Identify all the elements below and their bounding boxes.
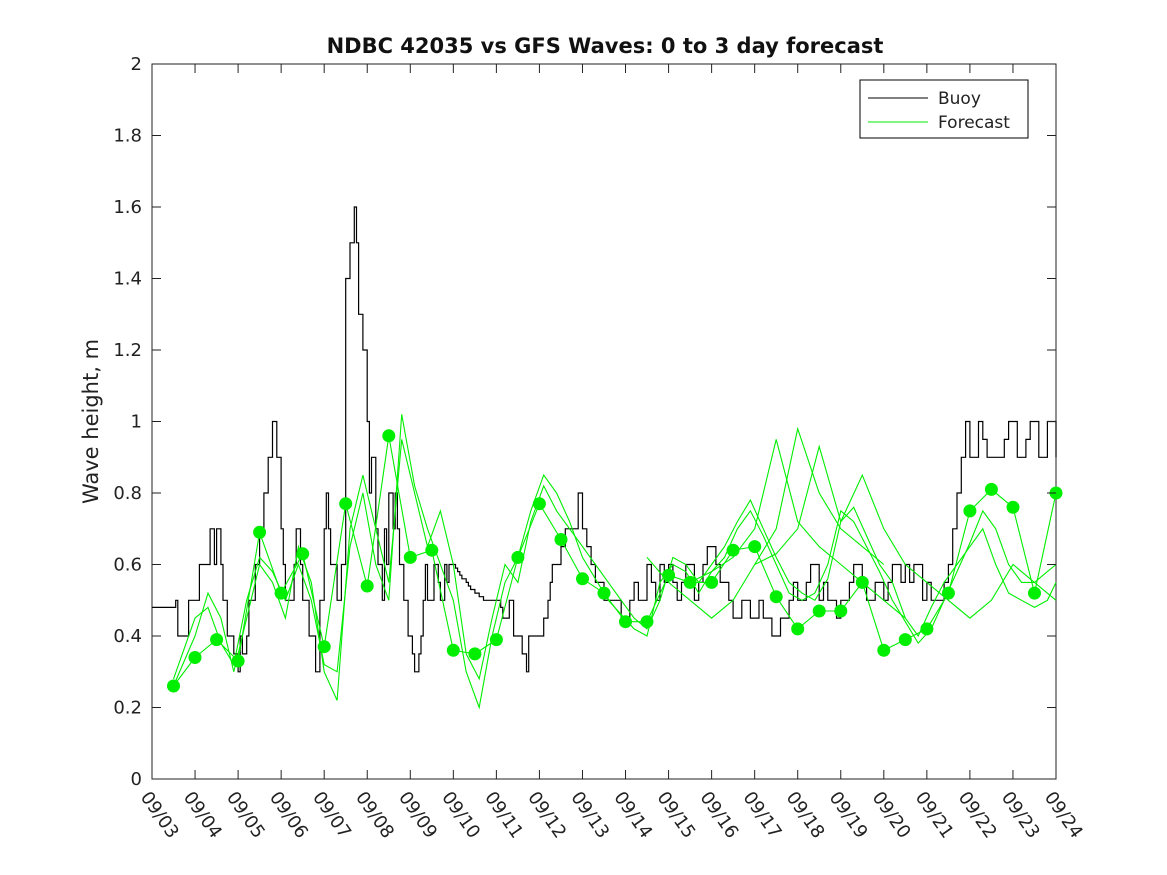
forecast-point: [683, 575, 697, 589]
forecast-point: [1006, 500, 1020, 514]
forecast-point: [446, 643, 460, 657]
y-tick-label: 1.8: [113, 126, 142, 147]
forecast-point: [167, 679, 180, 693]
y-tick-label: 1.6: [113, 197, 142, 218]
forecast-point: [705, 575, 719, 589]
forecast-point: [231, 654, 245, 668]
y-tick-label: 1.2: [113, 340, 142, 361]
forecast-point: [640, 615, 654, 629]
forecast-point: [274, 586, 288, 600]
legend: Buoy Forecast: [859, 79, 1029, 139]
forecast-point: [812, 604, 826, 618]
forecast-run-line: [646, 444, 1057, 619]
forecast-point: [532, 497, 546, 511]
forecast-point: [339, 497, 353, 511]
forecast-point: [188, 651, 202, 664]
forecast-point: [382, 429, 396, 443]
forecast-point: [726, 543, 740, 557]
forecast-run-line: [754, 426, 885, 565]
forecast-point: [425, 543, 439, 557]
legend-buoy-label: Buoy: [938, 89, 981, 109]
forecast-point: [317, 640, 331, 654]
forecast-point: [855, 575, 869, 589]
forecast-point: [619, 615, 632, 629]
y-tick-label: 0.6: [113, 555, 142, 576]
forecast-point: [360, 579, 374, 593]
forecast-point: [511, 550, 525, 564]
y-tick-label: 0: [131, 769, 142, 790]
legend-box: [859, 79, 1029, 139]
forecast-point: [941, 586, 955, 600]
y-tick-label: 0.4: [113, 626, 142, 647]
forecast-point: [791, 622, 805, 636]
forecast-point: [597, 586, 611, 600]
forecast-point: [834, 604, 848, 618]
y-axis-label: Wave height, m: [79, 339, 103, 504]
forecast-point: [748, 540, 762, 554]
forecast-point: [1028, 586, 1041, 600]
forecast-point: [468, 647, 482, 661]
forecast-point: [984, 482, 998, 496]
forecast-point: [253, 525, 267, 539]
forecast-point: [769, 590, 783, 604]
buoy-line: [152, 206, 1057, 673]
forecast-point: [296, 547, 310, 561]
forecast-point: [403, 550, 417, 564]
forecast-point: [898, 633, 912, 647]
y-tick-label: 2: [131, 54, 142, 75]
forecast-point: [662, 568, 676, 582]
y-tick-label: 0.2: [113, 698, 142, 719]
y-tick-label: 1.4: [113, 269, 142, 290]
forecast-points: [167, 429, 1063, 693]
forecast-point: [576, 572, 589, 586]
forecast-run-line: [172, 439, 1057, 701]
y-tick-label: 0.8: [113, 483, 142, 504]
forecast-point: [210, 633, 224, 647]
chart-title: NDBC 42035 vs GFS Waves: 0 to 3 day fore…: [327, 34, 884, 58]
forecast-point: [963, 504, 977, 518]
forecast-run-line: [172, 414, 1057, 710]
forecast-point: [920, 622, 934, 636]
forecast-point: [489, 633, 503, 647]
y-tick-label: 1: [131, 412, 142, 433]
buoy-series: [152, 206, 1057, 673]
legend-forecast-label: Forecast: [938, 113, 1010, 133]
forecast-run-line: [689, 439, 906, 619]
forecast-point: [877, 643, 891, 657]
forecast-point: [554, 533, 568, 546]
